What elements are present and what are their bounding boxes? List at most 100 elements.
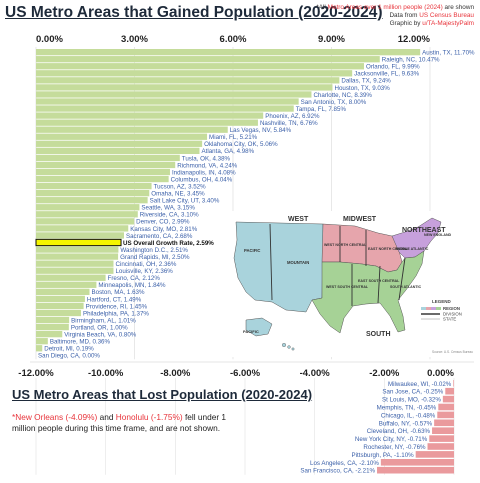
gain-bar [36,190,150,197]
gain-bar [36,204,140,211]
lost-bar [453,380,454,387]
gain-bar-label: Tusla, OK, 4.38% [182,155,231,162]
gain-bar-label: Louisville, KY, 2.36% [115,268,173,275]
note-line1-b: Metro Areas over 1 million people (2024) [327,4,443,11]
lost-bar-labels: Milwaukee, WI, -0.02%San Jose, CA, -0.25… [300,381,451,475]
lost-note-red2: Honolulu (-1.75%) [115,412,183,422]
gain-bar-label: Hartford, CT, 1.49% [87,296,142,303]
lost-bar [445,387,454,395]
lost-bar [442,395,454,403]
lost-bar-label: San Jose, CA, -0.25% [382,389,443,396]
lost-note-and: and [97,412,116,422]
gain-bar [36,105,294,112]
lost-bar-label: Memphis, TN, -0.45% [377,405,437,412]
lost-bar-label: Rochester, NY, -0.76% [363,444,426,451]
lost-x-tick-labels: -12.00% -10.00% -8.00% -6.00% -4.00% -2.00% 0.… [18,368,454,379]
gain-bar-label: Dallas, TX, 9.24% [341,78,391,85]
gain-bar-label: Miami, FL, 5.21% [209,134,258,141]
gain-bar [36,112,264,119]
map-hawaii-3 [291,347,295,351]
gain-bar-label: Oklahoma City, OK, 5.06% [204,141,278,148]
lost-bar-label: Chicago, IL, -0.48% [381,412,436,419]
gain-bar [36,218,135,225]
map-division-esc: EAST SOUTH CENTRAL [358,279,400,283]
gain-bar-label: Cincinnati, OH, 2.36% [115,261,176,268]
lost-gridlines [35,378,455,475]
map-label-northeast: NORTHEAST [402,227,446,234]
map-alaska [245,317,273,337]
lost-bars [377,380,454,474]
gain-bar [36,197,148,204]
gain-bar [36,345,43,352]
gain-bars [35,49,421,352]
gain-bar-label: Austin, TX, 11.70% [422,50,475,57]
note-line1-c: are shown [442,4,475,11]
lost-bar-label: Pittsburgh, PA, -1.10% [352,452,415,459]
gain-bar-label: Detroit, MI, 0.19% [44,346,94,353]
gain-x-tick-labels: 0.00% 3.00% 6.00% 9.00% 12.00% [36,34,431,45]
us-growth-bar [35,238,122,247]
lost-bar [377,466,454,474]
lost-note-red1: *New Orleans (-4.09%) [12,412,98,422]
note-line2-a: Data from [389,12,420,20]
note-line-3: Graphic by u/TA-MajestyPalm [254,20,474,28]
map-division-wsc: WEST SOUTH CENTRAL [326,285,369,289]
gain-bar [36,309,81,317]
gain-bar [36,154,180,162]
gain-bar-label: Boston, MA, 1.63% [92,289,145,296]
lost-x-tick: -10.00% [88,368,124,379]
gain-bar-label: Philadelphia, PA, 1.37% [83,310,149,317]
gain-bar [36,338,48,345]
gain-bar-label: Raleigh, NC, 10.47% [382,57,440,64]
gain-bar-label: Birmingham, AL, 1.01% [71,317,136,324]
lost-bar [437,411,454,419]
gain-bar [36,49,421,56]
note-line3-b: u/TA-MajestyPalm [422,20,474,28]
gain-bar [36,56,380,63]
gain-bar-label: Virginia Beach, VA, 0.80% [64,332,136,339]
gain-bar-label: San Diego, CA, 0.00% [38,353,100,360]
lost-bar-label: Cleveland, OH, -0.63% [367,428,431,435]
gain-bar-labels: Austin, TX, 11.70%Raleigh, NC, 10.47%Orl… [38,50,475,360]
gain-bar-label: Providence, RI, 1.45% [86,303,148,310]
gain-x-tick: 0.00% [36,34,63,45]
lost-bar [434,419,454,427]
note-line-2: Data from US Census Bureau [254,12,474,20]
map-source-note: Source: U.S. Census Bureau [432,350,473,354]
map-inset-label: PACIFIC [243,329,259,334]
gain-x-tick: 9.00% [318,34,345,45]
legend-swatch-northeast [431,307,436,310]
map-division-mountain: MOUNTAIN [287,260,309,265]
lost-bar [429,435,454,442]
chart-title: US Metro Areas that Gained Population (2… [5,4,383,22]
gain-bar-label: Riverside, CA, 3.10% [140,212,199,219]
gain-bar-label: Nashville, TN, 6.76% [260,120,318,127]
gain-bar-label: Atlanta, GA, 4.98% [202,148,255,155]
legend-division-label: DIVISION [443,312,462,317]
gain-bar-label: Jacksonville, FL, 9.63% [354,71,419,78]
gain-bar-label: Denver, CO, 2.99% [136,219,190,226]
map-division-ma: MIDDLE ATLANTIC [396,247,429,251]
gain-bar-label: Columbus, OH, 4.04% [171,176,233,183]
lost-bar-label: St Louis, MO, -0.32% [382,397,441,404]
gain-bar-label: Baltimore, MD, 0.36% [50,339,111,346]
note-line1-a: *All [316,4,328,11]
gain-bar [36,98,299,105]
gain-bar [36,302,84,310]
gain-x-tick: 12.00% [398,34,431,45]
gain-x-tick: 3.00% [121,34,148,45]
map-division-wnc: WEST NORTH CENTRAL [324,243,367,247]
lost-x-tick: 0.00% [427,368,454,379]
gain-bar-label: Portland, OR, 1.00% [71,324,128,331]
gain-bar-label: Houston, TX, 9.03% [334,85,390,92]
lost-chart-note: *New Orleans (-4.09%) and Honolulu (-1.7… [12,412,232,433]
map-division-lines [269,223,406,306]
gain-bar-label: Salt Lake City, UT, 3.40% [150,198,220,205]
gain-bar [36,161,176,169]
map-division-pacific: PACIFIC [244,248,260,253]
map-region-northeast [391,217,442,259]
map-division-sa: SOUTH ATLANTIC [390,285,422,289]
gain-bar [36,225,129,232]
map-hawaii-2 [287,345,291,349]
lost-bar-label: Los Angeles, CA, -2.10% [310,460,379,467]
